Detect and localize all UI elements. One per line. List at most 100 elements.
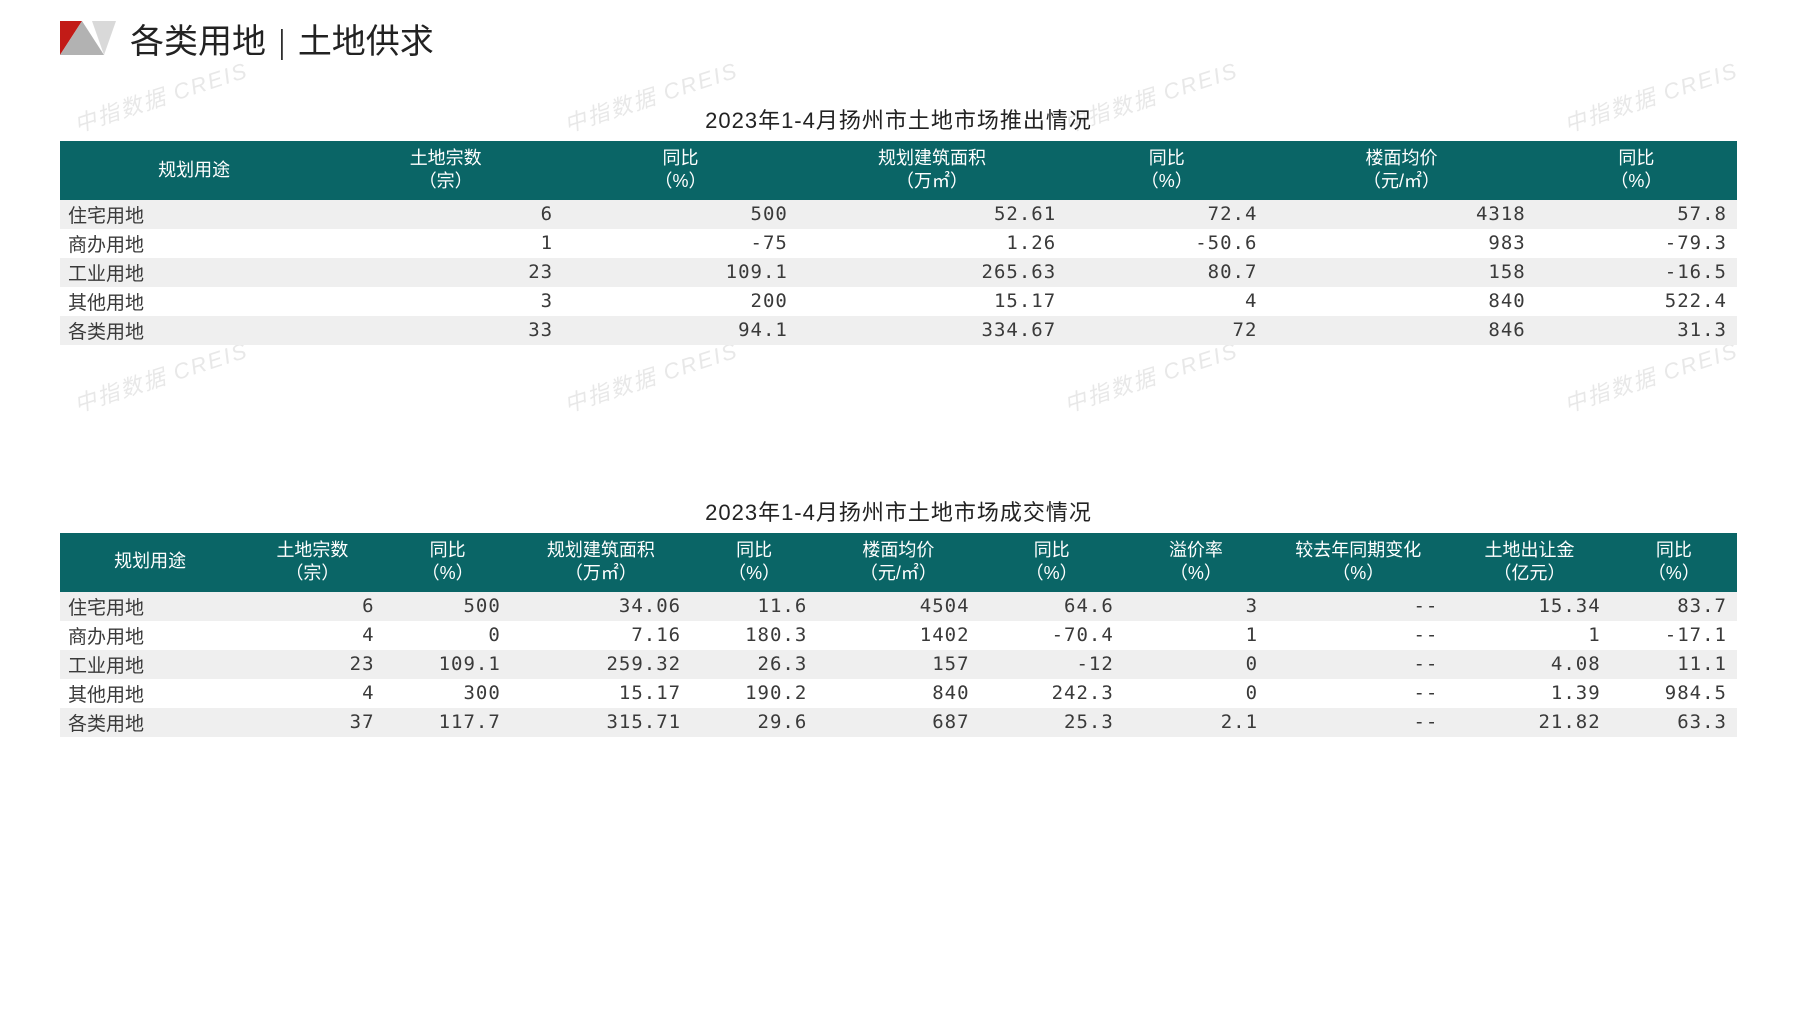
cell-value: -79.3: [1536, 229, 1737, 258]
cell-value: 4504: [817, 592, 979, 621]
cell-value: 522.4: [1536, 287, 1737, 316]
cell-value: --: [1268, 621, 1448, 650]
column-header: 较去年同期变化（%）: [1268, 533, 1448, 592]
column-header: 同比（%）: [1536, 141, 1737, 200]
column-header: 规划用途: [60, 141, 328, 200]
cell-value: 1402: [817, 621, 979, 650]
table-row: 工业用地23109.1265.6380.7158-16.5: [60, 258, 1737, 287]
cell-value: 94.1: [563, 316, 798, 345]
cell-value: 4: [240, 621, 384, 650]
cell-value: 3: [1124, 592, 1268, 621]
cell-value: 500: [563, 200, 798, 229]
cell-value: 23: [328, 258, 563, 287]
cell-value: 4: [1066, 287, 1267, 316]
cell-value: 34.06: [511, 592, 691, 621]
cell-value: 0: [1124, 650, 1268, 679]
cell-value: 15.34: [1448, 592, 1610, 621]
table-row: 工业用地23109.1259.3226.3157-120--4.0811.1: [60, 650, 1737, 679]
cell-value: 109.1: [385, 650, 511, 679]
cell-value: 52.61: [798, 200, 1066, 229]
cell-value: 11.6: [691, 592, 817, 621]
cell-value: 33: [328, 316, 563, 345]
row-label: 各类用地: [60, 708, 240, 737]
cell-value: 200: [563, 287, 798, 316]
cell-value: 83.7: [1611, 592, 1737, 621]
cell-value: 3: [328, 287, 563, 316]
cell-value: 31.3: [1536, 316, 1737, 345]
table-row: 商办用地407.16180.31402-70.41--1-17.1: [60, 621, 1737, 650]
cell-value: 117.7: [385, 708, 511, 737]
cell-value: 25.3: [980, 708, 1124, 737]
row-label: 住宅用地: [60, 592, 240, 621]
cell-value: -12: [980, 650, 1124, 679]
cell-value: 6: [240, 592, 384, 621]
row-label: 其他用地: [60, 679, 240, 708]
table-row: 商办用地1-751.26-50.6983-79.3: [60, 229, 1737, 258]
cell-value: 1.26: [798, 229, 1066, 258]
column-header: 土地出让金（亿元）: [1448, 533, 1610, 592]
cell-value: 190.2: [691, 679, 817, 708]
table-row: 住宅用地650034.0611.6450464.63--15.3483.7: [60, 592, 1737, 621]
cell-value: 265.63: [798, 258, 1066, 287]
cell-value: 4: [240, 679, 384, 708]
cell-value: 1.39: [1448, 679, 1610, 708]
cell-value: --: [1268, 708, 1448, 737]
cell-value: 37: [240, 708, 384, 737]
cell-value: 0: [385, 621, 511, 650]
column-header: 楼面均价（元/㎡）: [1267, 141, 1535, 200]
cell-value: 109.1: [563, 258, 798, 287]
column-header: 同比（%）: [980, 533, 1124, 592]
column-header: 规划建筑面积（万㎡）: [511, 533, 691, 592]
table2-title: 2023年1-4月扬州市土地市场成交情况: [60, 495, 1737, 527]
row-label: 工业用地: [60, 258, 328, 287]
cell-value: 1: [1448, 621, 1610, 650]
cell-value: 846: [1267, 316, 1535, 345]
cell-value: -16.5: [1536, 258, 1737, 287]
cell-value: -70.4: [980, 621, 1124, 650]
row-label: 住宅用地: [60, 200, 328, 229]
cell-value: 259.32: [511, 650, 691, 679]
row-label: 其他用地: [60, 287, 328, 316]
cell-value: 72: [1066, 316, 1267, 345]
column-header: 楼面均价（元/㎡）: [817, 533, 979, 592]
cell-value: --: [1268, 679, 1448, 708]
cell-value: -50.6: [1066, 229, 1267, 258]
cell-value: 300: [385, 679, 511, 708]
cell-value: 158: [1267, 258, 1535, 287]
logo-icon: [60, 21, 116, 57]
cell-value: -17.1: [1611, 621, 1737, 650]
cell-value: 11.1: [1611, 650, 1737, 679]
title-left: 各类用地: [130, 24, 266, 61]
cell-value: 80.7: [1066, 258, 1267, 287]
cell-value: 500: [385, 592, 511, 621]
cell-value: 242.3: [980, 679, 1124, 708]
column-header: 溢价率（%）: [1124, 533, 1268, 592]
column-header: 规划建筑面积（万㎡）: [798, 141, 1066, 200]
page-title: 各类用地 | 土地供求: [130, 14, 434, 63]
cell-value: 72.4: [1066, 200, 1267, 229]
cell-value: 26.3: [691, 650, 817, 679]
cell-value: 21.82: [1448, 708, 1610, 737]
cell-value: 23: [240, 650, 384, 679]
cell-value: 6: [328, 200, 563, 229]
cell-value: -75: [563, 229, 798, 258]
title-right: 土地供求: [298, 24, 434, 61]
cell-value: --: [1268, 592, 1448, 621]
cell-value: 0: [1124, 679, 1268, 708]
column-header: 规划用途: [60, 533, 240, 592]
cell-value: 1: [1124, 621, 1268, 650]
cell-value: 29.6: [691, 708, 817, 737]
table1-title: 2023年1-4月扬州市土地市场推出情况: [60, 103, 1737, 135]
cell-value: 180.3: [691, 621, 817, 650]
column-header: 土地宗数（宗）: [328, 141, 563, 200]
cell-value: 984.5: [1611, 679, 1737, 708]
row-label: 各类用地: [60, 316, 328, 345]
cell-value: 57.8: [1536, 200, 1737, 229]
table-row: 各类用地3394.1334.677284631.3: [60, 316, 1737, 345]
page-header: 各类用地 | 土地供求: [60, 0, 1737, 63]
row-label: 工业用地: [60, 650, 240, 679]
cell-value: 63.3: [1611, 708, 1737, 737]
cell-value: 334.67: [798, 316, 1066, 345]
table-row: 各类用地37117.7315.7129.668725.32.1--21.8263…: [60, 708, 1737, 737]
column-header: 同比（%）: [1611, 533, 1737, 592]
